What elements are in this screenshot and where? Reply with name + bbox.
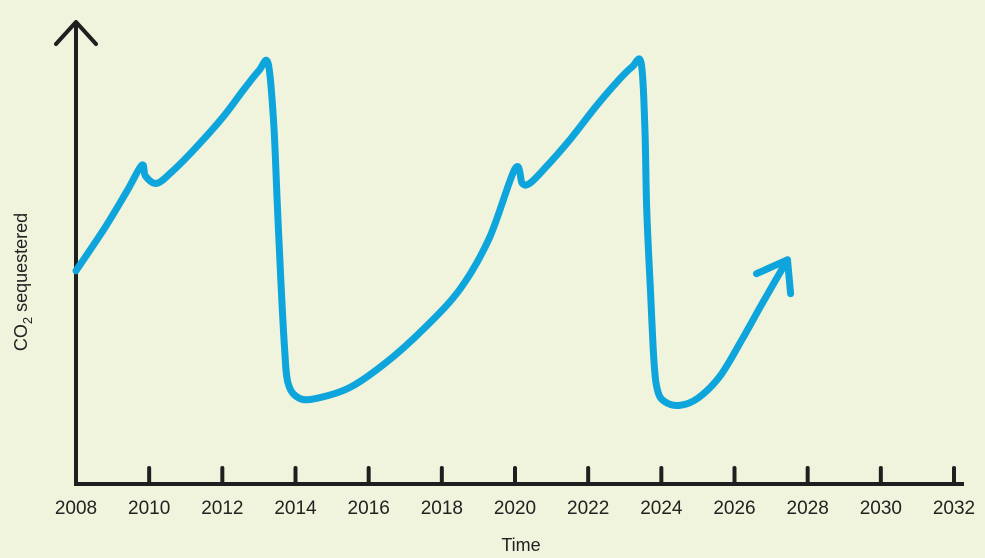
x-tick-label: 2018 (421, 498, 463, 519)
y-axis-label-rest: sequestered (11, 213, 31, 317)
x-tick-label: 2020 (494, 498, 536, 519)
series-line (72, 55, 791, 410)
y-axis-label-main: CO (11, 324, 31, 351)
x-tick-label: 2032 (933, 498, 975, 519)
x-tick-label: 2022 (567, 498, 609, 519)
x-tick-label: 2010 (128, 498, 170, 519)
x-tick-labels: 2008 2010 2012 2014 2016 2018 2020 2022 2024 2026… (55, 498, 975, 519)
x-ticks (74, 466, 956, 486)
x-tick-label: 2026 (713, 498, 755, 519)
x-tick-label: 2014 (274, 498, 317, 519)
y-axis-arrow (54, 20, 98, 46)
series (72, 55, 795, 410)
x-tick-label: 2028 (787, 498, 829, 519)
x-tick-label: 2024 (640, 498, 683, 519)
x-tick-label: 2030 (860, 498, 902, 519)
series-arrowhead (753, 256, 795, 298)
y-axis-label-subscript: 2 (20, 317, 35, 324)
x-tick-label: 2008 (55, 498, 97, 519)
x-axis-label: Time (501, 535, 540, 555)
x-tick-label: 2012 (201, 498, 243, 519)
y-axis (54, 20, 98, 486)
x-tick-label: 2016 (348, 498, 390, 519)
y-axis-label: CO2 sequestered (11, 213, 35, 351)
